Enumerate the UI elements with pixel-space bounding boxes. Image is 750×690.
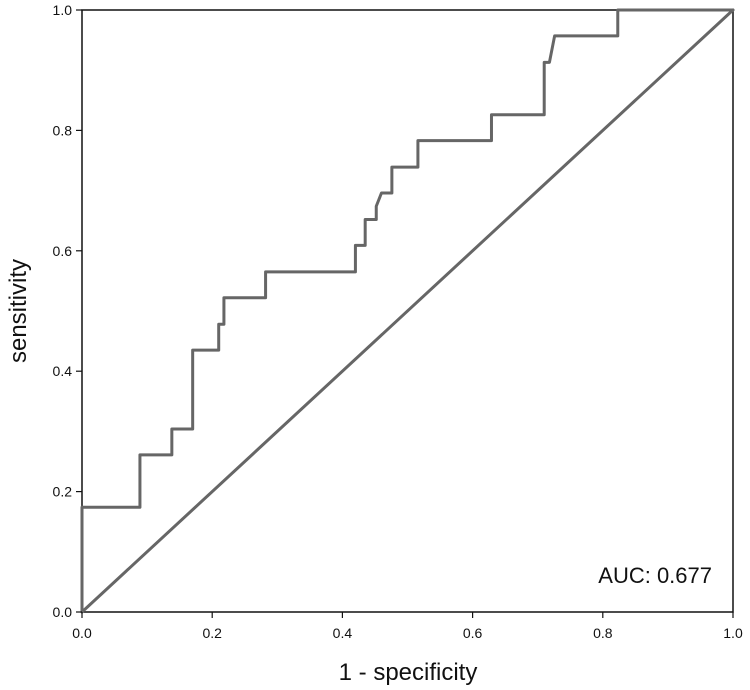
label-layer: 1 - specificity sensitivity AUC: 0.677 bbox=[5, 259, 712, 686]
plot-layer bbox=[80, 8, 735, 614]
x-tick-label-2: 0.4 bbox=[333, 625, 353, 641]
y-tick-label-4: 0.8 bbox=[53, 122, 73, 138]
x-tick-label-4: 0.8 bbox=[593, 625, 613, 641]
tick-layer: 0.0 0.2 0.4 0.6 0.8 1.0 0.0 0.2 0.4 0.6 0.8 1.0 bbox=[53, 2, 743, 641]
x-axis-title: 1 - specificity bbox=[339, 659, 478, 686]
reference-diagonal-line bbox=[80, 8, 735, 614]
y-tick-label-1: 0.2 bbox=[53, 484, 73, 500]
y-tick-label-5: 1.0 bbox=[53, 2, 73, 18]
y-tick-label-3: 0.6 bbox=[53, 243, 73, 259]
y-tick-label-0: 0.0 bbox=[53, 604, 73, 620]
x-tick-label-0: 0.0 bbox=[72, 625, 92, 641]
x-tick-label-5: 1.0 bbox=[723, 625, 743, 641]
x-tick-label-3: 0.6 bbox=[463, 625, 483, 641]
roc-curve bbox=[80, 8, 735, 614]
y-tick-label-2: 0.4 bbox=[53, 363, 73, 379]
auc-annotation: AUC: 0.677 bbox=[598, 563, 712, 588]
x-tick-label-1: 0.2 bbox=[202, 625, 222, 641]
y-axis-title: sensitivity bbox=[5, 259, 32, 363]
